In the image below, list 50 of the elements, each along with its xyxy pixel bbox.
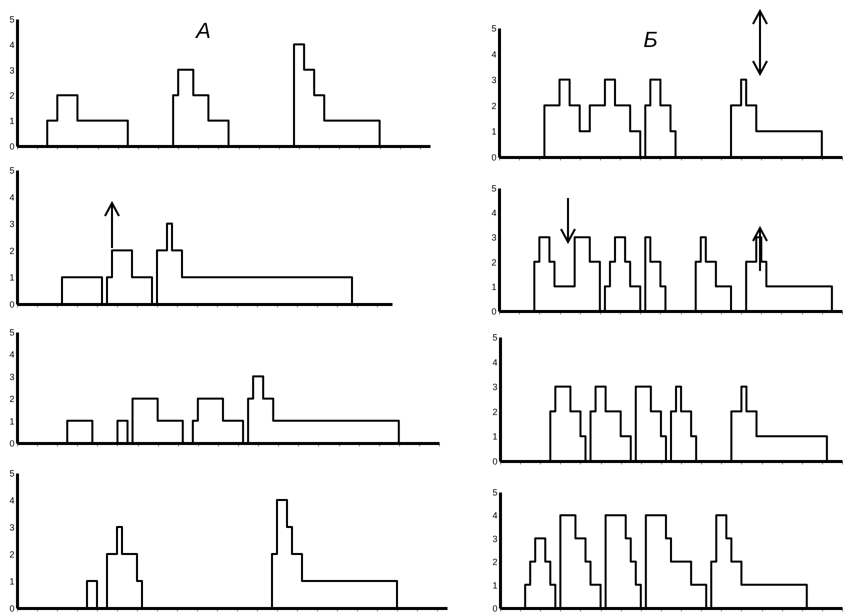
y-tick-label: 2 xyxy=(9,550,14,560)
y-tick-label: 1 xyxy=(491,282,496,292)
y-tick-label: 3 xyxy=(9,522,14,532)
y-tick-label: 3 xyxy=(491,232,496,243)
y-tick-label: 0 xyxy=(492,604,498,614)
y-tick-label: 2 xyxy=(9,246,14,256)
y-tick-label: 3 xyxy=(9,372,14,382)
y-tick-label: 2 xyxy=(491,257,496,268)
y-tick-label: 5 xyxy=(9,328,14,338)
y-tick-label: 1 xyxy=(9,116,14,126)
chart-title: Б xyxy=(643,27,658,52)
y-tick-label: 0 xyxy=(492,456,498,466)
y-tick-label: 0 xyxy=(9,142,14,152)
y-tick-label: 0 xyxy=(491,152,496,162)
y-tick-label: 0 xyxy=(9,438,14,448)
y-tick-label: 0 xyxy=(491,306,496,316)
y-tick-label: 3 xyxy=(492,534,498,544)
y-tick-label: 2 xyxy=(492,406,498,417)
y-tick-label: 4 xyxy=(9,192,14,202)
y-tick-label: 1 xyxy=(9,576,14,586)
y-tick-label: 3 xyxy=(9,65,14,76)
y-tick-label: 2 xyxy=(9,90,14,101)
y-tick-label: 5 xyxy=(492,488,498,498)
y-tick-label: 1 xyxy=(491,126,496,137)
y-tick-label: 4 xyxy=(492,510,498,521)
y-tick-label: 2 xyxy=(9,394,14,404)
y-tick-label: 5 xyxy=(9,14,14,24)
y-tick-label: 1 xyxy=(492,580,498,590)
y-tick-label: 5 xyxy=(491,24,496,34)
y-tick-label: 1 xyxy=(9,416,14,426)
y-tick-label: 4 xyxy=(491,208,496,218)
chart-title: А xyxy=(194,18,211,43)
y-tick-label: 1 xyxy=(492,432,498,442)
y-tick-label: 4 xyxy=(9,40,14,50)
y-tick-label: 2 xyxy=(492,557,498,568)
y-tick-label: 5 xyxy=(491,184,496,194)
y-tick-label: 4 xyxy=(492,357,498,368)
y-tick-label: 5 xyxy=(492,332,498,342)
y-tick-label: 5 xyxy=(9,166,14,176)
y-tick-label: 3 xyxy=(491,75,496,86)
y-tick-label: 3 xyxy=(9,219,14,230)
y-tick-label: 3 xyxy=(492,382,498,392)
y-tick-label: 4 xyxy=(9,496,14,506)
y-tick-label: 5 xyxy=(9,468,14,478)
y-tick-label: 1 xyxy=(9,272,14,283)
y-tick-label: 4 xyxy=(9,350,14,360)
y-tick-label: 4 xyxy=(491,49,496,60)
y-tick-label: 0 xyxy=(9,300,14,310)
y-tick-label: 0 xyxy=(9,604,14,614)
y-tick-label: 2 xyxy=(491,100,496,111)
